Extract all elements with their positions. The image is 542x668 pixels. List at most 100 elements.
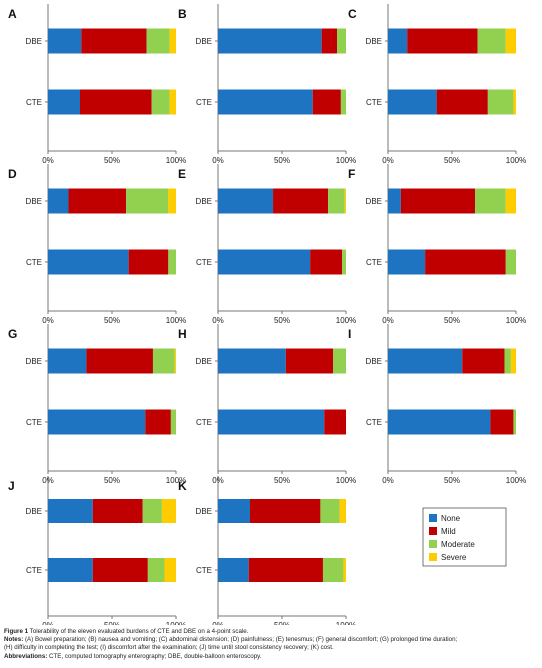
figure-caption-abbreviations: Abbreviations: CTE, computed tomography … [4,653,538,661]
bar-k-dbe-severe [339,499,346,523]
x-tick-label: 50% [444,316,460,325]
legend-label-mild: Mild [441,527,456,536]
bar-g-dbe-severe [174,348,176,374]
x-tick-label: 50% [274,156,290,165]
bar-a-dbe-none [48,28,82,54]
y-tick-label: CTE [26,418,42,427]
bar-k-dbe-moderate [320,499,340,523]
bar-c-cte-none [388,89,437,115]
y-tick-label: CTE [366,418,382,427]
bar-k-cte-none [218,558,249,582]
bar-k-dbe-mild [250,499,321,523]
x-tick-label: 100% [336,621,356,625]
bar-g-dbe-mild [86,348,153,374]
bar-i-dbe-mild [462,348,505,374]
legend-swatch-severe [429,553,437,561]
bar-g-cte-mild [145,409,171,435]
bar-d-cte-moderate [168,249,176,275]
bar-a-cte-severe [169,89,176,115]
bar-g-dbe-none [48,348,87,374]
y-tick-label: CTE [196,98,212,107]
figure-caption-notes-line2: (H) difficulty in completing the test; (… [4,644,334,651]
legend-swatch-none [429,514,437,522]
bar-f-cte-none [388,249,426,275]
bar-f-dbe-moderate [475,188,506,214]
x-tick-label: 0% [42,316,54,325]
bar-a-dbe-severe [169,28,176,54]
caption-notes-label: Notes: [4,636,24,643]
panel-label-c: C [348,7,357,21]
panel-label-a: A [8,7,17,21]
y-tick-label: DBE [196,507,212,516]
bar-d-cte-none [48,249,129,275]
y-tick-label: DBE [196,357,212,366]
bar-i-dbe-severe [510,348,516,374]
bar-d-dbe-moderate [126,188,169,214]
panel-label-i: I [348,327,351,341]
bar-j-dbe-mild [92,499,143,523]
x-tick-label: 100% [166,621,186,625]
bar-k-cte-moderate [322,558,344,582]
bar-c-dbe-none [388,28,408,54]
y-tick-label: DBE [366,357,382,366]
x-tick-label: 0% [212,156,224,165]
bar-e-dbe-mild [273,188,329,214]
x-tick-label: 100% [336,476,356,485]
x-tick-label: 0% [42,621,54,625]
bar-d-dbe-mild [68,188,127,214]
x-tick-label: 100% [166,316,186,325]
bar-k-cte-severe [343,558,346,582]
panel-f: F 0% 50% 100% DBE CTE [348,164,526,325]
bar-e-cte-moderate [342,249,346,275]
x-tick-label: 50% [274,621,290,625]
bar-k-dbe-none [218,499,250,523]
x-tick-label: 50% [104,156,120,165]
bar-b-cte-mild [312,89,341,115]
y-tick-label: CTE [196,418,212,427]
bar-g-cte-none [48,409,146,435]
caption-notes-line1: (A) Bowel preparation; (B) nausea and vo… [23,636,458,643]
x-tick-label: 50% [274,476,290,485]
caption-abbrev-text: CTE, computed tomography enterography; D… [47,653,262,660]
panel-j: J 0% 50% 100% DBE CTE [8,476,186,625]
x-tick-label: 50% [104,316,120,325]
bar-c-dbe-mild [407,28,478,54]
bar-j-cte-severe [164,558,176,582]
bar-b-dbe-none [218,28,322,54]
bar-d-cte-mild [128,249,169,275]
bar-f-cte-mild [425,249,506,275]
panel-label-e: E [178,167,186,181]
figure-caption-notes: Notes: (A) Bowel preparation; (B) nausea… [4,636,538,644]
y-tick-label: DBE [196,37,212,46]
x-tick-label: 0% [382,156,394,165]
panel-label-h: H [178,327,187,341]
bar-c-dbe-moderate [477,28,506,54]
bar-j-dbe-moderate [142,499,162,523]
bar-h-dbe-none [218,348,286,374]
bar-f-cte-moderate [505,249,516,275]
bar-g-cte-moderate [170,409,176,435]
panel-c: C 0% 50% 100% DBE CTE [348,4,526,165]
legend-label-severe: Severe [441,553,467,562]
x-tick-label: 100% [506,316,526,325]
bar-i-cte-moderate [513,409,516,435]
figure-caption-title: Figure 1 Tolerability of the eleven eval… [4,628,538,636]
legend-label-none: None [441,514,461,523]
bar-h-cte-mild [324,409,346,435]
panel-a: A 0% 50% 100% DBE CTE [8,4,186,165]
bar-a-cte-mild [80,89,152,115]
y-tick-label: CTE [196,566,212,575]
bar-h-cte-none [218,409,325,435]
legend-label-moderate: Moderate [441,540,475,549]
bar-a-cte-moderate [151,89,170,115]
y-tick-label: DBE [366,197,382,206]
panel-e: E 0% 50% 100% DBE CTE [178,164,356,325]
bar-c-cte-moderate [487,89,514,115]
bar-j-cte-moderate [147,558,165,582]
bar-j-cte-mild [92,558,148,582]
legend: None Mild Moderate Severe [422,507,507,567]
bar-b-dbe-mild [321,28,338,54]
bar-c-cte-severe [513,89,516,115]
bar-c-dbe-severe [505,28,516,54]
y-tick-label: CTE [26,98,42,107]
